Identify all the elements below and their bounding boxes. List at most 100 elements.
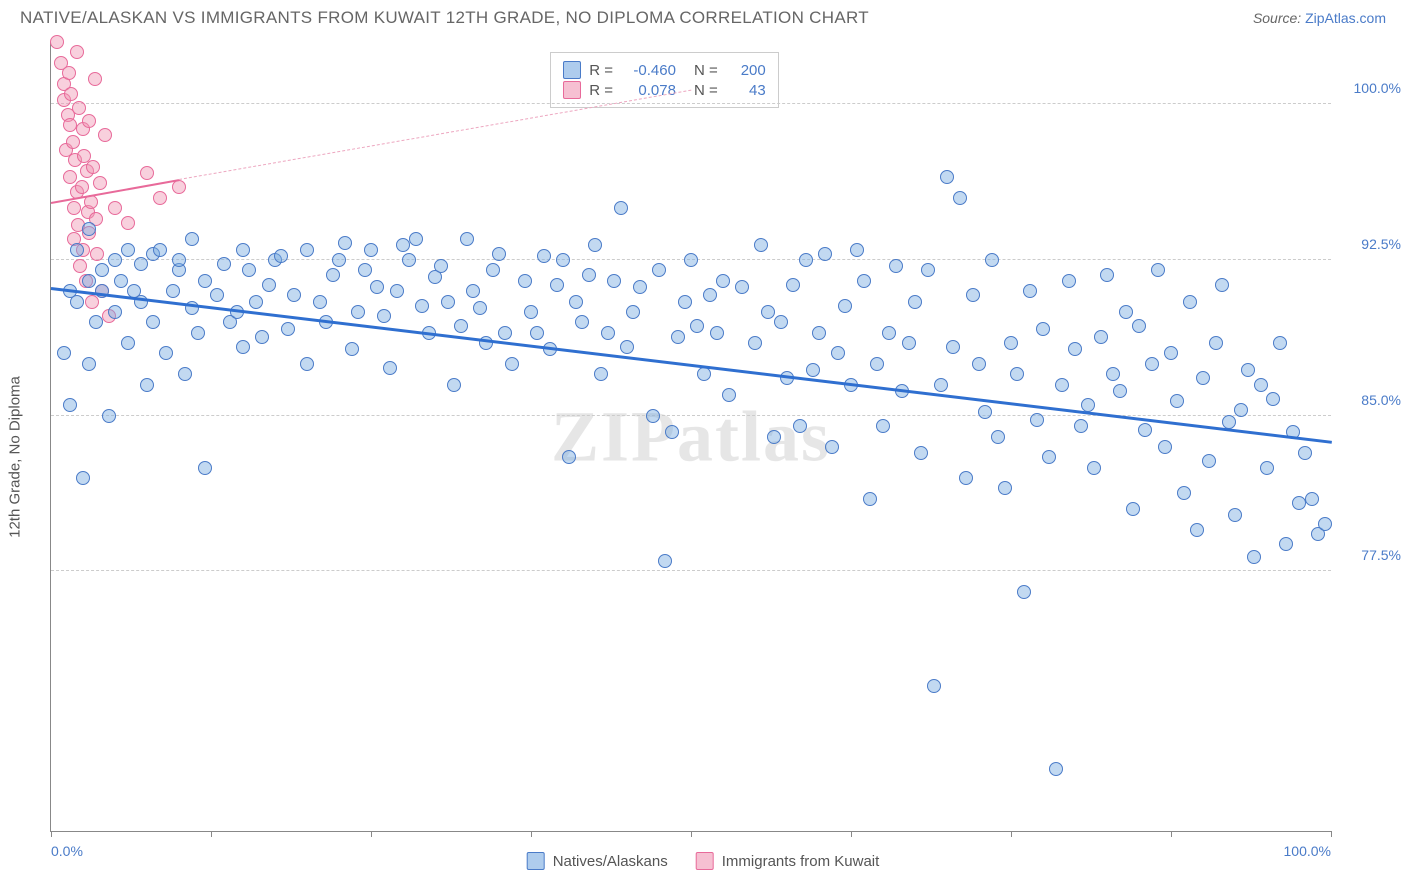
scatter-marker [62,66,76,80]
scatter-marker [1279,537,1293,551]
scatter-marker [281,322,295,336]
scatter-marker [409,232,423,246]
scatter-marker [89,315,103,329]
y-axis-label: 12th Grade, No Diploma [7,376,24,538]
scatter-marker [255,330,269,344]
scatter-marker [364,243,378,257]
scatter-marker [684,253,698,267]
scatter-marker [82,114,96,128]
source-attribution: Source: ZipAtlas.com [1253,10,1386,26]
scatter-marker [370,280,384,294]
scatter-marker [972,357,986,371]
scatter-marker [114,274,128,288]
scatter-marker [1055,378,1069,392]
x-tick [691,831,692,837]
scatter-marker [594,367,608,381]
scatter-marker [63,398,77,412]
chart-container: 12th Grade, No Diploma ZIPatlas R = -0.4… [0,32,1406,882]
scatter-marker [93,176,107,190]
scatter-marker [1010,367,1024,381]
x-tick [1011,831,1012,837]
scatter-marker [1177,486,1191,500]
scatter-marker [121,216,135,230]
scatter-marker [191,326,205,340]
scatter-marker [1158,440,1172,454]
scatter-marker [1215,278,1229,292]
scatter-marker [274,249,288,263]
scatter-marker [1196,371,1210,385]
scatter-marker [1004,336,1018,350]
chart-title: NATIVE/ALASKAN VS IMMIGRANTS FROM KUWAIT… [20,8,869,28]
scatter-marker [64,87,78,101]
scatter-marker [1209,336,1223,350]
scatter-marker [262,278,276,292]
scatter-marker [1273,336,1287,350]
scatter-marker [991,430,1005,444]
scatter-marker [588,238,602,252]
scatter-marker [82,274,96,288]
scatter-marker [601,326,615,340]
scatter-marker [70,45,84,59]
scatter-marker [434,259,448,273]
scatter-marker [287,288,301,302]
scatter-marker [774,315,788,329]
trendline [51,287,1332,443]
scatter-marker [134,257,148,271]
scatter-marker [646,409,660,423]
scatter-marker [1126,502,1140,516]
scatter-marker [665,425,679,439]
scatter-marker [1068,342,1082,356]
x-tick-label: 100.0% [1284,843,1331,859]
scatter-marker [582,268,596,282]
scatter-marker [1183,295,1197,309]
scatter-marker [492,247,506,261]
scatter-marker [146,315,160,329]
scatter-marker [185,232,199,246]
scatter-marker [953,191,967,205]
scatter-marker [806,363,820,377]
scatter-marker [921,263,935,277]
scatter-marker [454,319,468,333]
legend-item-pink: Immigrants from Kuwait [696,852,880,870]
scatter-marker [1036,322,1050,336]
scatter-marker [710,326,724,340]
scatter-marker [313,295,327,309]
scatter-marker [754,238,768,252]
scatter-marker [518,274,532,288]
x-tick [371,831,372,837]
scatter-marker [722,388,736,402]
scatter-marker [1017,585,1031,599]
scatter-marker [153,191,167,205]
scatter-marker [818,247,832,261]
x-tick [211,831,212,837]
x-tick [51,831,52,837]
scatter-marker [1170,394,1184,408]
source-link[interactable]: ZipAtlas.com [1305,10,1386,26]
watermark: ZIPatlas [551,395,831,478]
scatter-marker [300,357,314,371]
legend-label-blue: Natives/Alaskans [553,853,668,870]
plot-area: ZIPatlas R = -0.460 N = 200 R = 0.078 N … [50,42,1331,832]
legend-swatch-blue [527,852,545,870]
scatter-marker [210,288,224,302]
scatter-marker [415,299,429,313]
gridline [51,103,1331,104]
scatter-marker [396,238,410,252]
scatter-marker [703,288,717,302]
scatter-marker [249,295,263,309]
scatter-marker [799,253,813,267]
scatter-marker [633,280,647,294]
scatter-marker [620,340,634,354]
legend-label-pink: Immigrants from Kuwait [722,853,880,870]
scatter-marker [831,346,845,360]
scatter-marker [927,679,941,693]
scatter-marker [121,336,135,350]
scatter-marker [75,180,89,194]
gridline [51,415,1331,416]
gridline [51,570,1331,571]
scatter-marker [82,357,96,371]
scatter-marker [1132,319,1146,333]
scatter-marker [1119,305,1133,319]
scatter-marker [652,263,666,277]
x-tick [1331,831,1332,837]
